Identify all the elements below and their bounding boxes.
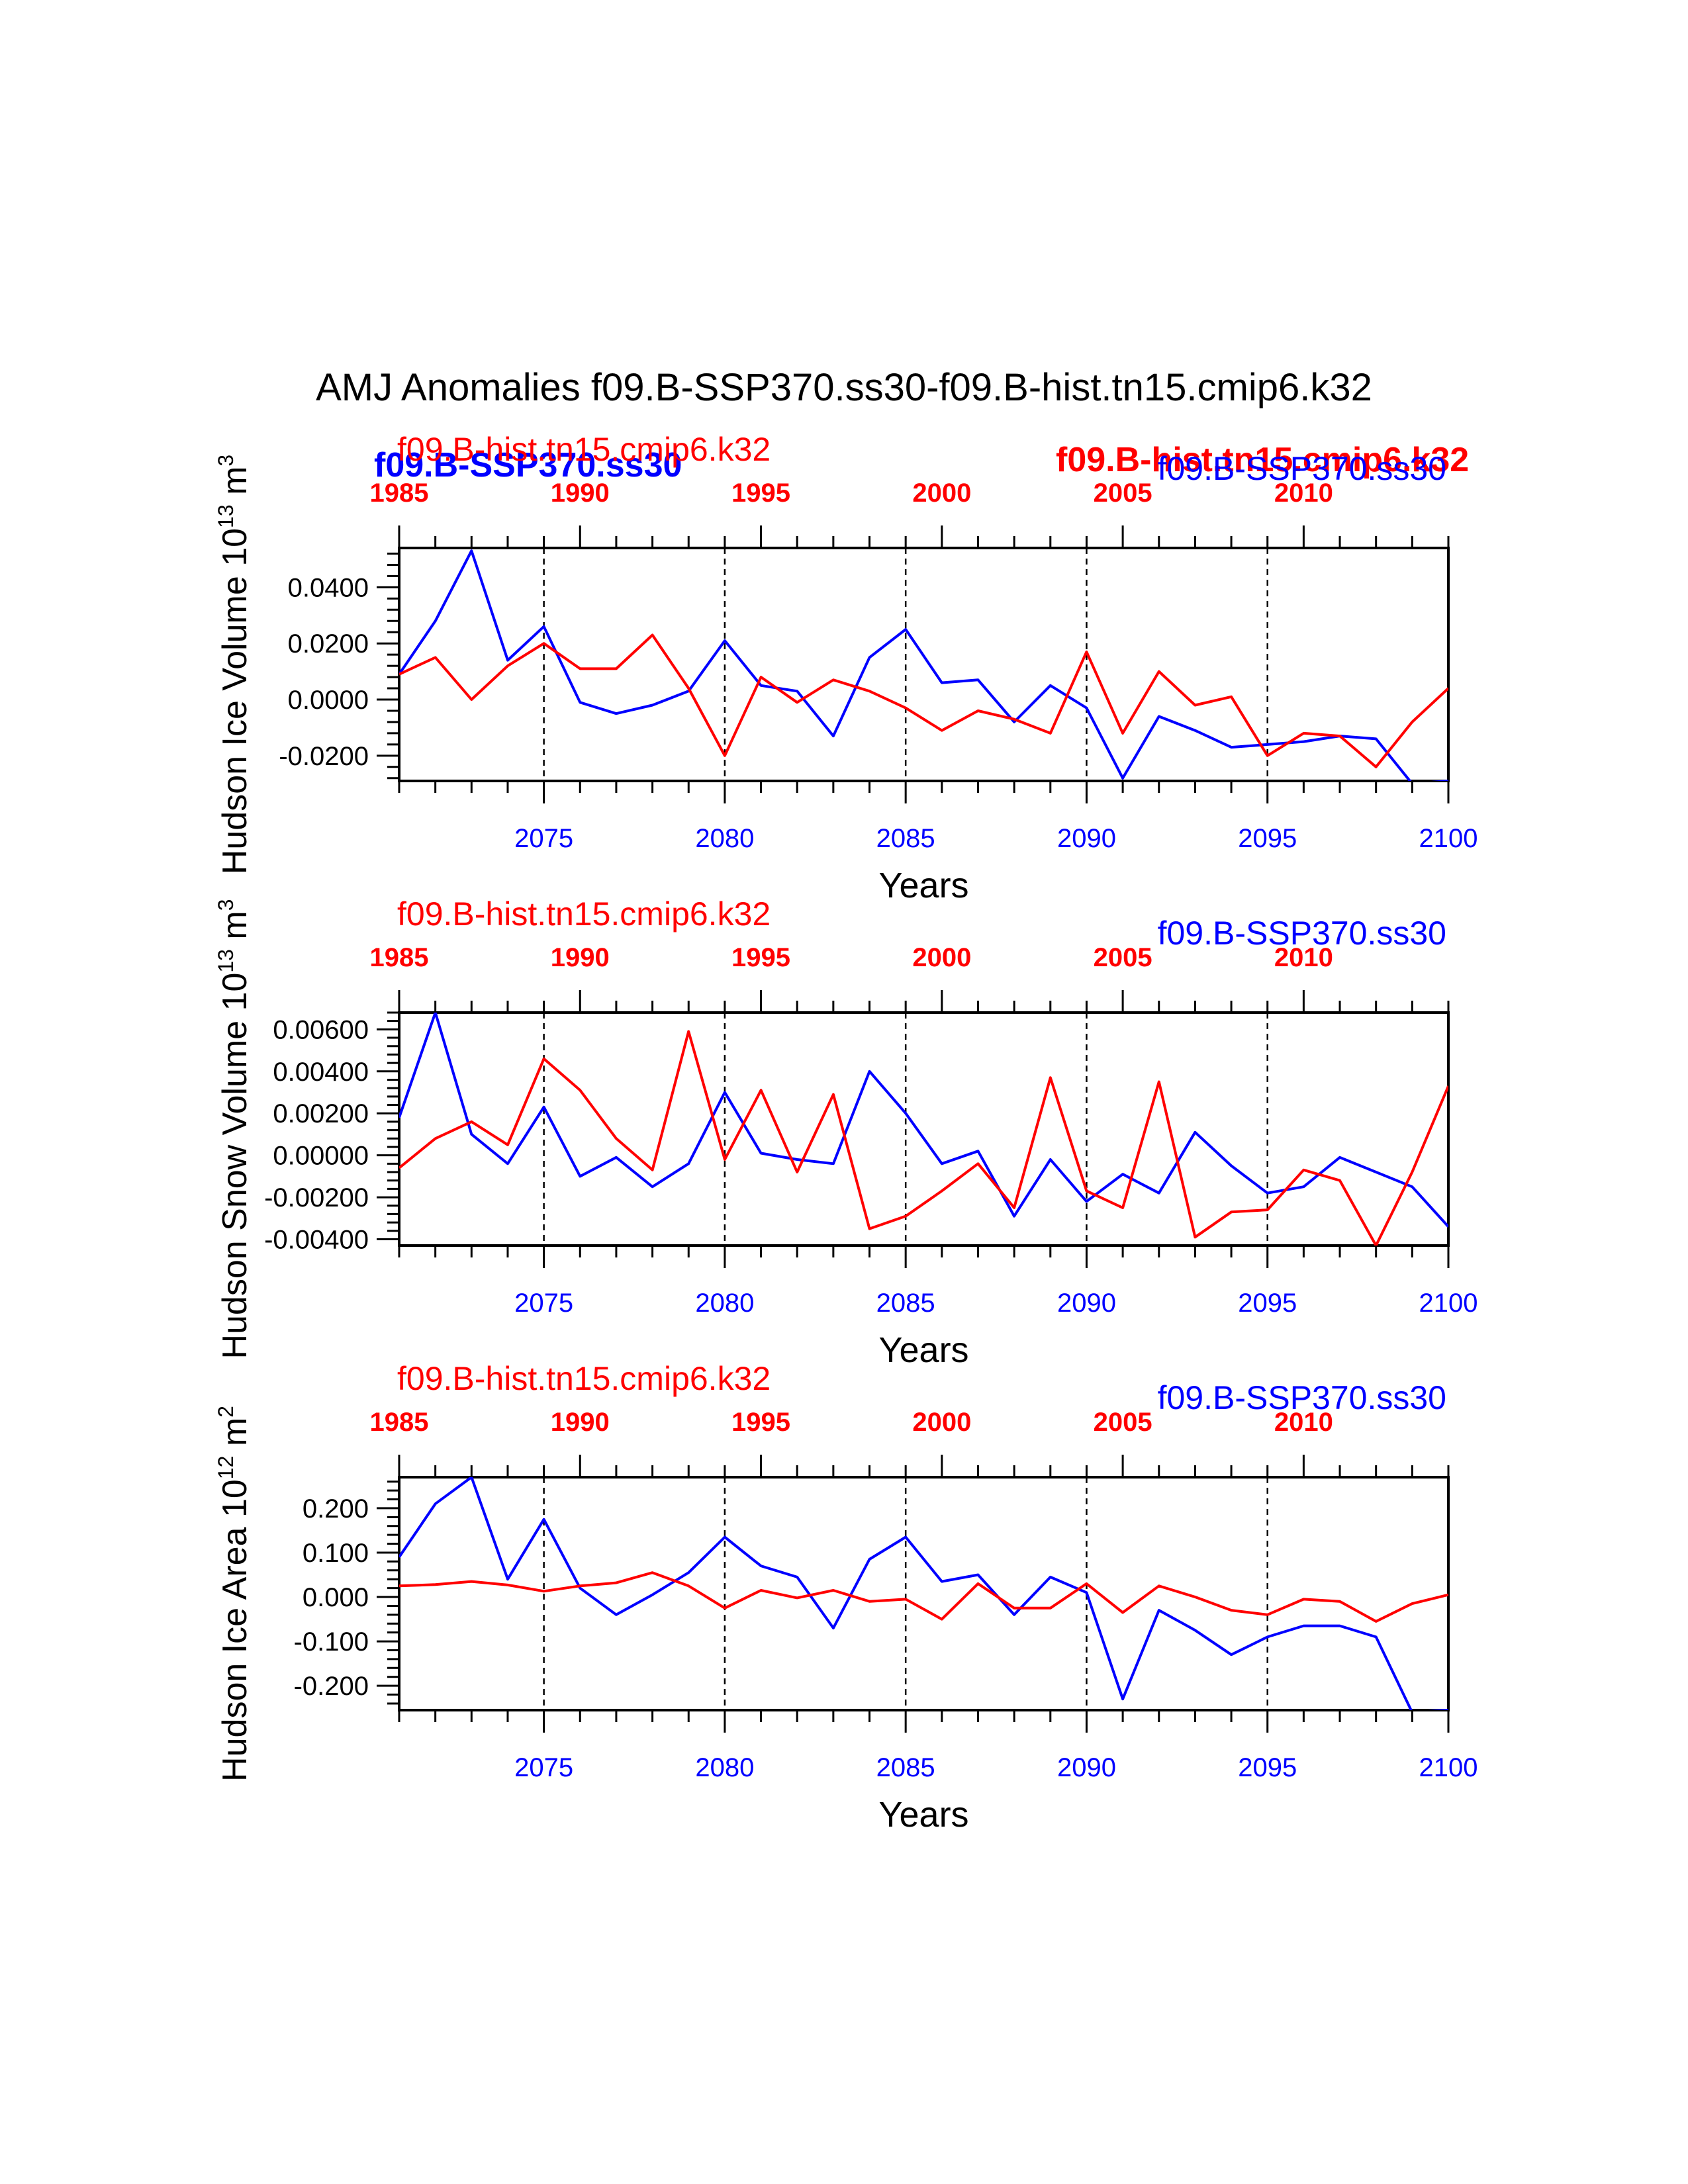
series-label-ssp: f09.B-SSP370.ss30 — [1158, 915, 1446, 952]
y-tick-label: 0.200 — [303, 1494, 369, 1524]
top-tick-label-2000: 2000 — [912, 943, 971, 972]
top-tick-label-2000: 2000 — [912, 1408, 971, 1437]
y-axis-label-ylabel-unit: m — [216, 467, 254, 505]
y-axis-label-ylabel-unit-exp: 3 — [214, 899, 238, 911]
y-axis-label-ylabel: Hudson Ice Volume 10 — [216, 528, 254, 874]
y-tick-label: 0.0400 — [288, 573, 369, 602]
series-label-hist: f09.B-hist.tn15.cmip6.k32 — [397, 431, 771, 468]
figure-title: AMJ Anomalies f09.B-SSP370.ss30-f09.B-hi… — [316, 366, 1372, 409]
top-tick-label-1990: 1990 — [551, 478, 610, 508]
top-tick-label-1990: 1990 — [551, 1408, 610, 1437]
y-tick-label: 0.00400 — [273, 1058, 369, 1087]
x-axis-title: Years — [878, 1795, 968, 1835]
y-axis-label-ylabel: Hudson Ice Area 10 — [216, 1479, 254, 1782]
bottom-tick-label-2100: 2100 — [1419, 824, 1478, 853]
top-tick-label-2005: 2005 — [1094, 943, 1152, 972]
series-line-hist — [399, 633, 1448, 768]
panels-group: 2075 2080 2085 2090 2095 2100 1985 1990 1995 2000… — [214, 431, 1477, 1835]
bottom-tick-label-2075: 2075 — [514, 824, 573, 853]
series-label-ssp: f09.B-SSP370.ss30 — [1158, 450, 1446, 487]
series-lines — [399, 1013, 1448, 1246]
series-label-hist: f09.B-hist.tn15.cmip6.k32 — [397, 1360, 771, 1397]
y-axis-label-ylabel-unit-exp: 2 — [214, 1406, 238, 1418]
y-tick-label: -0.100 — [294, 1627, 369, 1657]
top-tick-label-2000: 2000 — [912, 478, 971, 508]
series-lines — [399, 549, 1448, 781]
bottom-tick-label-2085: 2085 — [876, 1753, 935, 1782]
series-line-hist — [399, 1571, 1448, 1623]
bottom-tick-label-2090: 2090 — [1057, 824, 1116, 853]
bottom-tick-label-2085: 2085 — [876, 1289, 935, 1318]
bottom-tick-label-2095: 2095 — [1238, 1753, 1297, 1782]
series-line-ssp — [399, 549, 1448, 781]
y-tick-label: -0.00400 — [264, 1225, 369, 1254]
top-tick-label-2005: 2005 — [1094, 1408, 1152, 1437]
bottom-tick-label-2080: 2080 — [695, 824, 754, 853]
y-axis-label: Hudson Snow Volume 1013 m3 — [214, 899, 254, 1359]
y-axis-label-ylabel-exp: 13 — [214, 504, 238, 528]
top-tick-label-1985: 1985 — [370, 478, 429, 508]
series-line-ssp — [399, 1013, 1448, 1228]
overlap-label-hist-bold: f09.B-hist.tn15.cmip6.k32 — [1056, 441, 1469, 479]
top-tick-label-1995: 1995 — [731, 943, 790, 972]
plot-frame — [398, 1011, 1450, 1247]
plot-frame — [398, 547, 1450, 782]
top-tick-label-2010: 2010 — [1274, 943, 1333, 972]
y-axis-label: Hudson Ice Area 1012 m2 — [214, 1406, 254, 1782]
series-line-ssp — [399, 1477, 1448, 1710]
y-axis-label: Hudson Ice Volume 1013 m3 — [214, 455, 254, 874]
y-tick-label: 0.00200 — [273, 1099, 369, 1128]
bottom-tick-label-2100: 2100 — [1419, 1289, 1478, 1318]
top-tick-label-2010: 2010 — [1274, 1408, 1333, 1437]
bottom-tick-label-2080: 2080 — [695, 1753, 754, 1782]
top-tick-label-2005: 2005 — [1094, 478, 1152, 508]
top-tick-label-2010: 2010 — [1274, 478, 1333, 508]
x-axis-title: Years — [878, 866, 968, 905]
chart-panel-3: 2075 2080 2085 2090 2095 2100 1985 1990 1995 2000… — [214, 1360, 1477, 1835]
bottom-tick-label-2095: 2095 — [1238, 1289, 1297, 1318]
y-tick-label: 0.00600 — [273, 1015, 369, 1044]
bottom-tick-label-2085: 2085 — [876, 824, 935, 853]
y-tick-label: -0.0200 — [279, 742, 369, 771]
x-axis-title: Years — [878, 1330, 968, 1370]
top-tick-label-1990: 1990 — [551, 943, 610, 972]
series-line-hist — [399, 1030, 1448, 1246]
y-tick-label: -0.200 — [294, 1672, 369, 1701]
series-lines — [399, 1477, 1448, 1710]
bottom-tick-label-2075: 2075 — [514, 1289, 573, 1318]
bottom-tick-label-2090: 2090 — [1057, 1289, 1116, 1318]
chart-panel-1: 2075 2080 2085 2090 2095 2100 1985 1990 1995 2000… — [214, 431, 1477, 905]
top-tick-label-1995: 1995 — [731, 1408, 790, 1437]
y-axis-label-ylabel-exp: 13 — [214, 949, 238, 973]
y-tick-label: 0.00000 — [273, 1142, 369, 1171]
y-tick-label: 0.100 — [303, 1539, 369, 1568]
y-tick-label: -0.00200 — [264, 1183, 369, 1212]
y-axis-label-ylabel-unit: m — [216, 911, 254, 949]
bottom-tick-label-2090: 2090 — [1057, 1753, 1116, 1782]
chart-panel-2: 2075 2080 2085 2090 2095 2100 1985 1990 1995 2000… — [214, 895, 1477, 1370]
bottom-tick-label-2100: 2100 — [1419, 1753, 1478, 1782]
top-tick-label-1985: 1985 — [370, 1408, 429, 1437]
y-tick-label: 0.0200 — [288, 629, 369, 659]
overlap-label-ssp-bold: f09.B-SSP370.ss30 — [374, 446, 682, 484]
top-tick-label-1995: 1995 — [731, 478, 790, 508]
series-label-hist: f09.B-hist.tn15.cmip6.k32 — [397, 895, 771, 933]
y-axis-label-ylabel-unit-exp: 3 — [214, 455, 238, 467]
y-axis-label-ylabel: Hudson Snow Volume 10 — [216, 973, 254, 1359]
plot-frame — [398, 1476, 1450, 1711]
series-label-ssp: f09.B-SSP370.ss30 — [1158, 1379, 1446, 1416]
y-tick-label: 0.0000 — [288, 686, 369, 715]
y-axis-label-ylabel-unit: m — [216, 1418, 254, 1456]
bottom-tick-label-2080: 2080 — [695, 1289, 754, 1318]
top-tick-label-1985: 1985 — [370, 943, 429, 972]
y-tick-label: 0.000 — [303, 1583, 369, 1612]
bottom-tick-label-2095: 2095 — [1238, 824, 1297, 853]
y-axis-label-ylabel-exp: 12 — [214, 1456, 238, 1480]
bottom-tick-label-2075: 2075 — [514, 1753, 573, 1782]
